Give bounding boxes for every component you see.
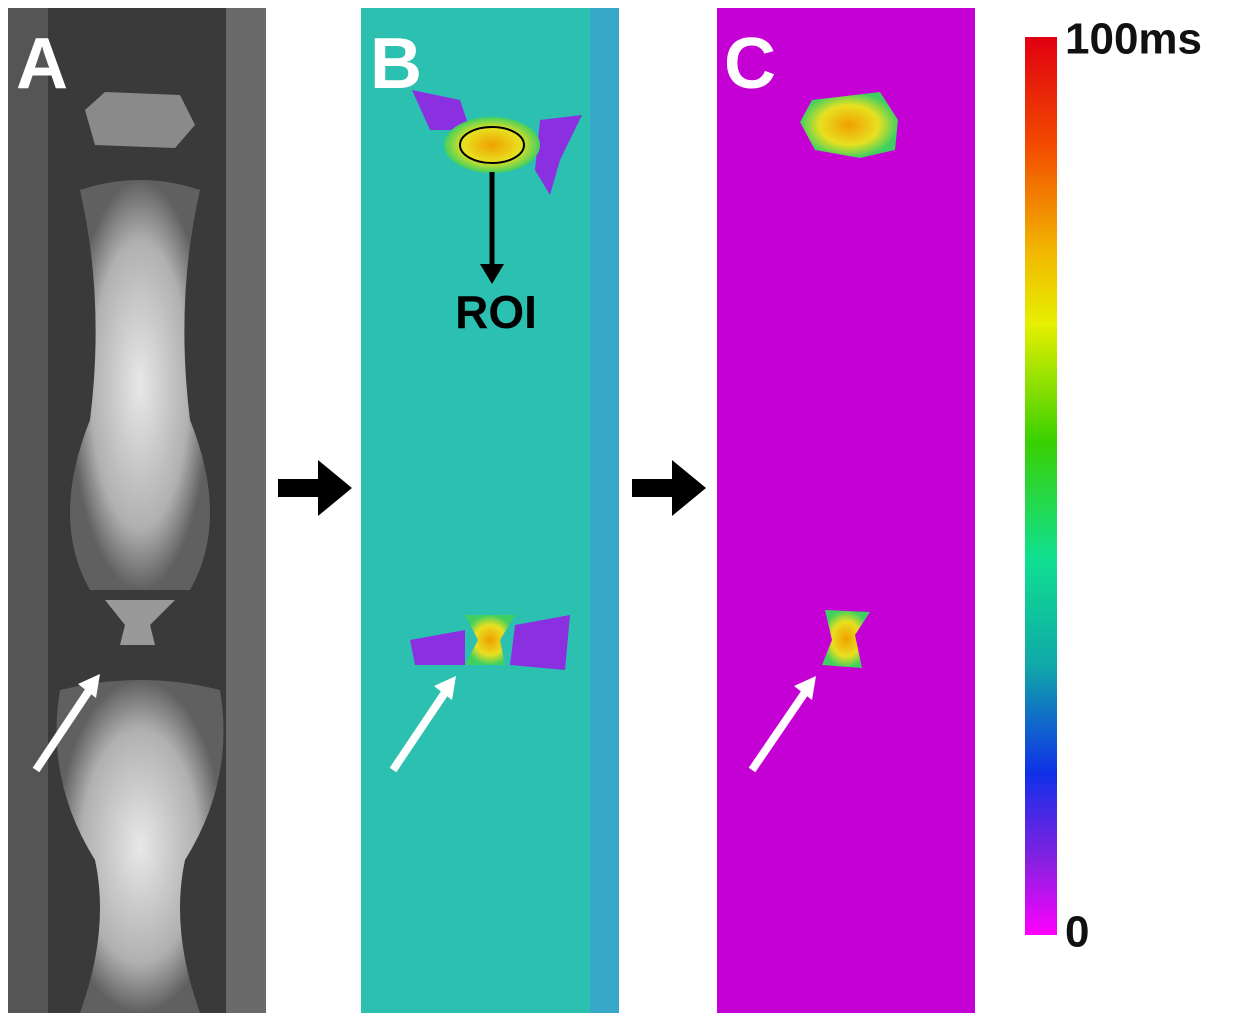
colorbar-min-label: 0 (1065, 908, 1089, 957)
arrow-shaft (278, 479, 320, 497)
disc (85, 92, 195, 148)
panel-b: ROI B (361, 8, 619, 1013)
panel-a: A (8, 8, 266, 1013)
hot-region (800, 92, 898, 158)
colorbar-max-label: 100ms (1065, 15, 1202, 64)
flow-arrow (632, 460, 706, 516)
flow-arrow (278, 460, 352, 516)
panel-label: A (16, 24, 68, 104)
tissue (590, 8, 619, 1013)
arrow-head (318, 460, 352, 516)
tissue (8, 8, 48, 1013)
panel-label: B (370, 24, 422, 104)
panel-label: C (724, 24, 776, 104)
tissue (226, 8, 266, 1013)
arrow-shaft (632, 479, 674, 497)
colorbar: 100ms 0 (1025, 15, 1202, 957)
panel-c: C (717, 8, 975, 1013)
hot-region (444, 117, 540, 173)
figure: A ROI B C 100ms (0, 0, 1254, 1015)
colorbar-gradient (1025, 37, 1057, 935)
thresholded-map (717, 8, 975, 1013)
roi-label: ROI (455, 286, 537, 338)
arrow-head (672, 460, 706, 516)
